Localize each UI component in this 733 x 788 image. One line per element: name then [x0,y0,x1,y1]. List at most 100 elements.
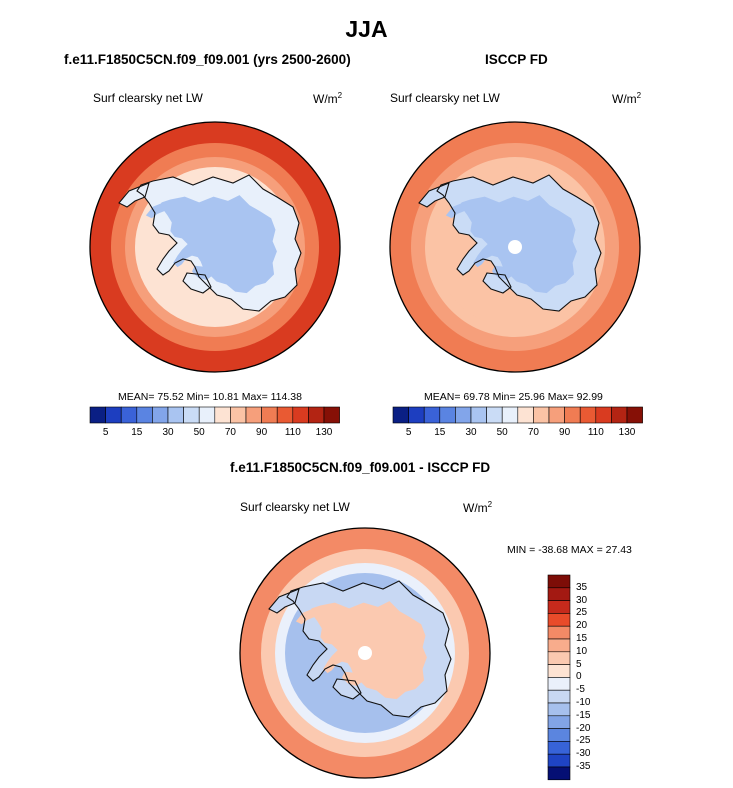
cb1-swatch [230,406,247,424]
panel1-variable-label: Surf clearsky net LW [93,91,203,105]
cb3-swatch [547,702,571,717]
cb2-swatch [423,406,441,424]
cb3-tick-label: -25 [576,735,591,747]
cb1-tick-label: 50 [193,427,205,438]
cb3-swatch [547,638,571,653]
panel3-map [239,527,491,779]
cb2-swatch [470,406,487,424]
panel1-stats: MEAN= 75.52 Min= 10.81 Max= 114.38 [118,391,302,403]
panel2-map-pole-missing [508,240,522,254]
cb3-tick-label: 10 [576,645,588,657]
panel1-map [89,121,341,373]
cb2-swatch [408,406,425,424]
cb3-swatch [547,728,571,742]
cb2-tick-label: 30 [465,427,477,438]
cb3-tick-label: 25 [576,607,588,619]
cb2-swatch [611,406,628,424]
cb2-swatch [486,406,503,424]
panel2-title: ISCCP FD [485,52,548,67]
cb3-tick-label: -30 [576,748,591,760]
cb3-tick-label: -5 [576,684,585,696]
cb1-swatch [120,406,138,424]
cb2-swatch [455,406,472,424]
panel1-units: W/m2 [313,91,343,106]
panel2-stats: MEAN= 69.78 Min= 25.96 Max= 92.99 [424,391,603,403]
cb1-swatch [136,406,153,424]
cb2-swatch [579,406,597,424]
panel3-title: f.e11.F1850C5CN.f09_f09.001 - ISCCP FD [230,460,491,475]
panel2-map [389,121,641,373]
cb3-tick-label: 15 [576,633,588,644]
cb2-swatch [533,406,550,424]
panel1-colorbar [89,406,340,424]
cb3-tick-label: -10 [576,697,591,708]
cb1-swatch [214,406,231,424]
cb2-tick-label: 15 [434,427,446,438]
cb1-swatch [276,406,294,424]
cb3-tick-label: -20 [576,722,591,734]
cb1-swatch [183,406,200,424]
panel3-map-pole-missing [358,646,372,660]
cb2-swatch [548,406,565,424]
cb3-swatch [547,677,571,691]
cb2-tick-label: 50 [496,427,508,438]
cb3-tick-label: 35 [576,581,588,593]
cb3-swatch [547,625,571,640]
cb2-swatch [501,406,519,424]
cb1-tick-label: 70 [224,427,236,438]
cb2-tick-label: 5 [405,427,412,438]
cb3-tick-label: -35 [576,761,591,772]
cb3-swatch [547,664,571,678]
cb2-swatch [517,406,534,424]
cb3-swatch [547,574,571,589]
cb3-swatch [547,741,571,755]
cb2-swatch [626,406,643,424]
cb1-swatch [167,406,184,424]
cb1-swatch [152,406,169,424]
cb1-swatch [89,406,106,424]
cb1-swatch [292,406,309,424]
panel3-variable-label: Surf clearsky net LW [240,500,350,514]
cb1-swatch [323,406,340,424]
cb1-tick-label: 90 [256,427,268,438]
cb3-swatch [547,587,571,601]
cb2-swatch [392,406,409,424]
cb2-swatch [439,406,456,424]
cb3-swatch [547,600,571,614]
cb2-tick-label: 130 [618,427,636,438]
figure-title: JJA [345,16,388,42]
panel3-map-border [239,527,491,779]
cb1-swatch [198,406,216,424]
panel3-stats: MIN = -38.68 MAX = 27.43 [507,544,632,556]
cb3-tick-label: 5 [576,658,582,670]
cb2-swatch [595,406,612,424]
cb3-tick-label: 30 [576,594,588,606]
cb2-tick-label: 70 [527,427,539,438]
cb3-swatch [547,613,571,627]
panel3-units: W/m2 [463,500,493,515]
cb3-tick-label: -15 [576,709,591,721]
cb1-swatch [261,406,278,424]
cb1-tick-label: 30 [162,427,174,438]
cb2-tick-label: 90 [559,427,571,438]
cb1-swatch [308,406,325,424]
cb1-tick-label: 5 [102,427,109,438]
cb3-swatch [547,651,571,665]
cb1-tick-label: 110 [284,427,301,438]
panel2-units: W/m2 [612,91,642,106]
cb3-swatch [547,715,571,729]
panel1-map-border [89,121,341,373]
panel2-map-border [389,121,641,373]
panel1-title: f.e11.F1850C5CN.f09_f09.001 (yrs 2500-26… [64,52,351,67]
cb1-tick-label: 15 [131,427,143,438]
panel3-colorbar [547,574,571,781]
cb2-tick-label: 110 [587,427,604,438]
cb1-swatch [245,406,262,424]
cb1-swatch [105,406,122,424]
panel2-colorbar [392,406,643,424]
cb3-swatch [547,753,571,768]
cb3-swatch [547,766,571,781]
cb1-tick-label: 130 [315,427,333,438]
panel2-variable-label: Surf clearsky net LW [390,91,500,105]
